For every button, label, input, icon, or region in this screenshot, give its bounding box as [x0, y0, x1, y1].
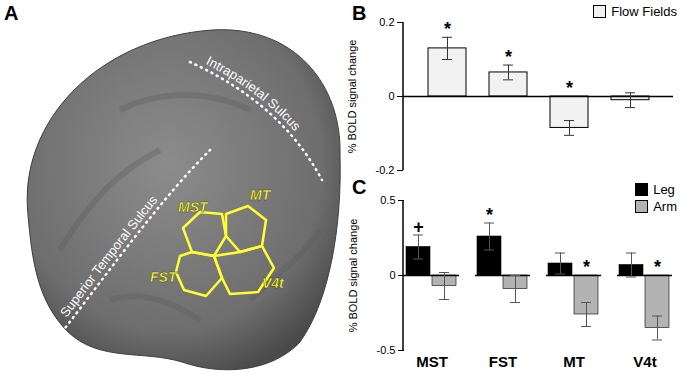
html-text:Leg: Leg	[653, 182, 675, 197]
html-text:B: B	[352, 2, 367, 24]
svg-text:-0.2: -0.2	[376, 164, 395, 176]
svg-text:MT: MT	[563, 353, 585, 370]
svg-text:FST: FST	[489, 353, 517, 370]
svg-text:-0.5: -0.5	[377, 344, 396, 356]
html-text:Arm: Arm	[653, 199, 677, 214]
html-text:C: C	[352, 176, 367, 198]
svg-text:+: +	[413, 217, 424, 237]
svg-text:*: *	[486, 205, 493, 225]
html-text:A: A	[4, 2, 19, 24]
svg-text:% BOLD signal change: % BOLD signal change	[347, 219, 359, 333]
svg-text:0.2: 0.2	[379, 16, 394, 28]
html-text:Flow Fields: Flow Fields	[611, 4, 677, 19]
svg-text:*: *	[654, 257, 661, 277]
svg-text:FST: FST	[150, 269, 178, 285]
svg-text:MST: MST	[416, 353, 448, 370]
svg-text:*: *	[566, 78, 573, 98]
svg-text:0: 0	[388, 90, 394, 102]
svg-text:% BOLD signal change: % BOLD signal change	[346, 40, 358, 154]
svg-text:MST: MST	[178, 199, 209, 215]
svg-text:*: *	[505, 47, 512, 67]
svg-text:V4t: V4t	[262, 275, 285, 291]
svg-text:0: 0	[389, 269, 395, 281]
svg-text:Superior Temporal Sulcus: Superior Temporal Sulcus	[57, 192, 161, 320]
svg-text:*: *	[583, 257, 590, 277]
svg-text:Intraparietal Sulcus: Intraparietal Sulcus	[204, 53, 304, 134]
svg-text:MT: MT	[250, 187, 272, 203]
svg-text:0.5: 0.5	[380, 194, 395, 206]
svg-text:V4t: V4t	[633, 353, 656, 370]
svg-text:*: *	[444, 19, 451, 39]
